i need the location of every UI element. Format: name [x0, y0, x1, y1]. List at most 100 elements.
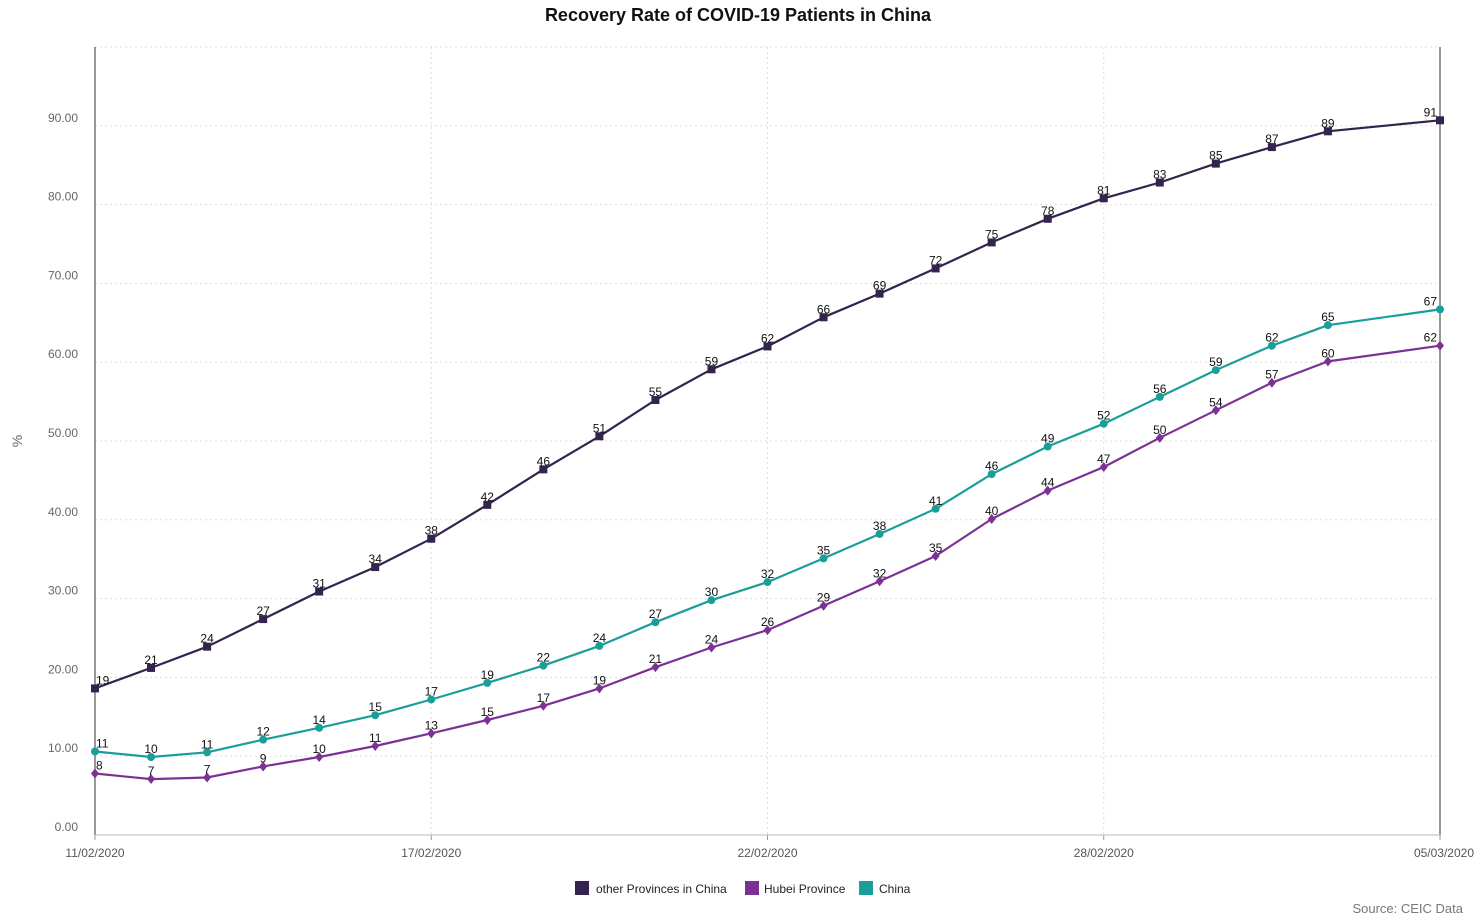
y-tick-label: 0.00 [55, 820, 79, 834]
data-label: 30 [705, 585, 719, 599]
data-point [1099, 419, 1108, 428]
axes: 0.00 10.00 20.00 30.00 40.00 50.00 60.00 70.00 8… [48, 47, 1474, 860]
data-label: 81 [1097, 183, 1111, 197]
data-label: 10 [144, 742, 158, 756]
data-point [371, 740, 380, 751]
data-point [259, 615, 268, 624]
data-label: 59 [1209, 355, 1223, 369]
data-label: 85 [1209, 149, 1223, 163]
data-label: 78 [1041, 204, 1055, 218]
data-label: 24 [593, 631, 607, 645]
data-point [819, 600, 828, 611]
data-label: 32 [761, 567, 775, 581]
data-point [427, 695, 436, 704]
data-point [1043, 214, 1052, 223]
source-note: Source: CEIC Data [1352, 901, 1463, 916]
data-point [651, 396, 660, 405]
data-point [203, 642, 212, 651]
data-point [763, 342, 772, 351]
series-1: 8 7 7 9 10 11 13 15 17 19 21 24 26 29 32 35 40 44 47 50 54 57… [91, 331, 1444, 785]
data-label: 27 [649, 607, 663, 621]
y-tick-label: 70.00 [48, 268, 78, 282]
data-point [1323, 127, 1332, 136]
data-point [1267, 377, 1276, 388]
series-0: 19 21 24 27 31 34 38 42 46 51 55 59 62 66 69 72 75 78 81 83… [91, 105, 1444, 693]
data-label: 12 [256, 725, 270, 739]
data-label: 62 [1424, 331, 1438, 345]
data-point [1211, 159, 1220, 168]
data-point [595, 432, 604, 441]
y-tick-label: 80.00 [48, 190, 78, 204]
data-point [1436, 305, 1444, 314]
data-label: 32 [873, 566, 887, 580]
y-tick-label: 30.00 [48, 584, 78, 598]
data-label: 26 [761, 615, 775, 629]
legend-swatch [575, 881, 589, 895]
data-label: 21 [649, 652, 663, 666]
data-point [483, 500, 492, 509]
data-point [987, 238, 996, 247]
data-label: 13 [425, 718, 439, 732]
data-label: 65 [1321, 310, 1335, 324]
data-label: 69 [873, 279, 887, 293]
data-point [763, 625, 772, 636]
data-point [147, 774, 156, 785]
x-tick-label: 22/02/2020 [737, 846, 797, 860]
data-point [1436, 340, 1444, 351]
data-label: 52 [1097, 409, 1111, 423]
data-label: 57 [1265, 368, 1279, 382]
data-label: 17 [425, 684, 439, 698]
data-point [1323, 321, 1332, 330]
data-label: 46 [985, 459, 999, 473]
data-point [931, 504, 940, 513]
data-label: 17 [537, 691, 551, 705]
data-label: 75 [985, 227, 999, 241]
legend-swatch [859, 881, 873, 895]
x-tick-label: 28/02/2020 [1074, 846, 1134, 860]
data-point [539, 661, 548, 670]
data-point [91, 684, 99, 693]
data-label: 34 [369, 552, 383, 566]
data-point [1043, 442, 1052, 451]
data-label: 40 [985, 504, 999, 518]
series-line [94, 308, 1441, 759]
data-point [707, 596, 716, 605]
series-line [94, 119, 1441, 690]
data-point [259, 761, 268, 772]
data-point [1155, 392, 1164, 401]
data-label: 67 [1424, 294, 1438, 308]
data-label: 50 [1153, 423, 1167, 437]
data-point [987, 514, 996, 525]
data-label: 56 [1153, 382, 1167, 396]
data-point [987, 470, 996, 479]
legend-label: other Provinces in China [596, 882, 727, 896]
data-label: 11 [369, 731, 382, 745]
data-point [707, 642, 716, 653]
y-tick-label: 20.00 [48, 662, 78, 676]
data-point [203, 772, 212, 783]
data-label: 62 [1265, 331, 1279, 345]
data-point [315, 723, 324, 732]
data-label: 22 [537, 651, 551, 665]
data-label: 8 [96, 759, 103, 773]
legend-label: Hubei Province [764, 882, 846, 896]
data-point [651, 662, 660, 673]
data-label: 31 [312, 577, 326, 591]
y-tick-label: 90.00 [48, 111, 78, 125]
data-point [931, 551, 940, 562]
data-point [315, 751, 324, 762]
data-point [315, 587, 324, 596]
data-point [931, 264, 940, 273]
data-label: 24 [200, 632, 214, 646]
data-label: 44 [1041, 476, 1055, 490]
series: 1921242731343842465155596266697275788183… [91, 105, 1444, 785]
chart-title: Recovery Rate of COVID-19 Patients in Ch… [545, 5, 932, 25]
data-label: 72 [929, 253, 943, 267]
data-point [483, 714, 492, 725]
data-label: 7 [148, 764, 155, 778]
data-point [651, 618, 660, 627]
data-point [427, 534, 436, 543]
data-label: 11 [201, 737, 214, 751]
data-point [1155, 432, 1164, 443]
